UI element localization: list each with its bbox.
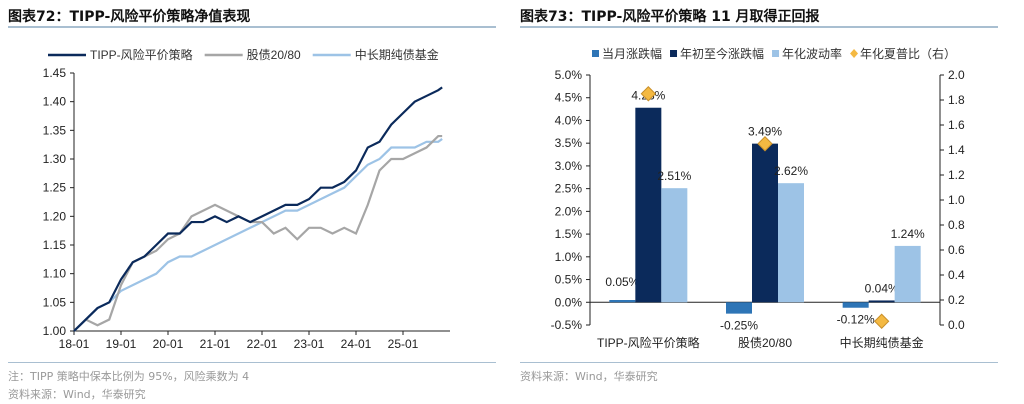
data-label: 0.04% [865, 281, 899, 295]
legend-swatch [772, 50, 780, 57]
y2-tick-label: 0.0 [948, 318, 965, 332]
data-label: 0.05% [605, 275, 639, 289]
bar-2 [778, 183, 804, 303]
y-tick-label: 1.25 [43, 181, 67, 195]
source: 资料来源：Wind，华泰研究 [520, 370, 658, 383]
y2-tick-label: 0.6 [948, 243, 965, 257]
divider [520, 26, 998, 28]
data-label: -0.12% [837, 313, 875, 327]
data-label: 3.49% [748, 125, 782, 139]
series-line-2 [73, 138, 443, 332]
bar-0 [842, 302, 869, 308]
bar-1 [752, 143, 778, 303]
x-tick-label: 23-01 [294, 337, 325, 351]
y-tick-label: 0.0% [555, 295, 583, 309]
category-label: 股债20/80 [738, 336, 792, 350]
y-tick-label: 2.0% [555, 204, 583, 218]
x-tick-label: 18-01 [59, 337, 90, 351]
y-tick-label: 5.0% [555, 68, 583, 82]
sharpe-marker [873, 313, 890, 329]
legend-label: 年化波动率 [782, 46, 842, 61]
x-tick-label: 24-01 [341, 337, 372, 351]
bar-0 [726, 302, 752, 314]
y-tick-label: 1.20 [43, 209, 67, 223]
legend-swatch [670, 50, 678, 57]
y2-tick-label: 0.4 [948, 268, 965, 282]
bar-2 [661, 188, 688, 303]
y-tick-label: 1.10 [43, 267, 67, 281]
y-tick-label: 1.45 [43, 66, 67, 80]
sharpe-marker [640, 86, 657, 102]
y-tick-label: -0.5% [551, 318, 583, 332]
category-label: 中长期纯债基金 [840, 335, 924, 350]
y-tick-label: 1.0% [555, 250, 583, 264]
data-label: 2.62% [774, 164, 808, 178]
y-tick-label: 3.5% [555, 136, 583, 150]
legend-label: 股债20/80 [247, 48, 301, 62]
y-tick-label: 0.5% [555, 273, 583, 287]
y2-tick-label: 1.2 [948, 168, 965, 182]
bar-1 [868, 300, 895, 303]
series-line-0 [73, 86, 443, 332]
y2-tick-label: 1.4 [948, 143, 965, 157]
bar-0 [609, 300, 636, 303]
legend-label: 年化夏普比（右） [860, 46, 956, 61]
y-tick-label: 1.40 [43, 95, 67, 109]
source: 资料来源：Wind，华泰研究 [8, 388, 146, 401]
left-chart-title: 图表72：TIPP-风险平价策略净值表现 [8, 9, 251, 25]
bar-1 [635, 107, 662, 303]
note: 注：TIPP 策略中保本比例为 95%，风险乘数为 4 [8, 370, 250, 383]
y2-tick-label: 1.6 [948, 118, 965, 132]
data-label: -0.25% [720, 319, 758, 333]
legend-swatch [850, 49, 859, 58]
divider [8, 26, 496, 28]
data-label: 1.24% [891, 227, 925, 241]
divider [8, 362, 496, 363]
sharpe-marker [757, 136, 773, 152]
legend-swatch [592, 50, 599, 57]
x-tick-label: 20-01 [153, 337, 184, 351]
legend-label: TIPP-风险平价策略 [90, 47, 193, 62]
y-tick-label: 1.5% [555, 227, 583, 241]
series-line-1 [73, 134, 443, 332]
y-tick-label: 1.00 [43, 324, 67, 338]
y-tick-label: 1.05 [43, 295, 67, 309]
y2-tick-label: 0.8 [948, 218, 965, 232]
y-tick-label: 4.0% [555, 113, 583, 127]
y-tick-label: 1.30 [43, 152, 67, 166]
y-tick-label: 1.15 [43, 238, 67, 252]
y2-tick-label: 1.8 [948, 93, 965, 107]
legend-label: 当月涨跌幅 [602, 46, 662, 61]
y-tick-label: 1.35 [43, 123, 67, 137]
y-tick-label: 3.0% [555, 159, 583, 173]
y2-tick-label: 0.2 [948, 293, 965, 307]
x-tick-label: 19-01 [106, 337, 137, 351]
x-tick-label: 25-01 [388, 337, 419, 351]
y-tick-label: 2.5% [555, 182, 583, 196]
x-tick-label: 22-01 [247, 337, 278, 351]
divider [520, 362, 998, 363]
category-label: TIPP-风险平价策略 [597, 335, 700, 350]
y2-tick-label: 2.0 [948, 68, 965, 82]
y-tick-label: 4.5% [555, 91, 583, 105]
x-tick-label: 21-01 [200, 337, 231, 351]
bar-2 [894, 245, 921, 303]
y2-tick-label: 1.0 [948, 193, 965, 207]
legend-label: 中长期纯债基金 [355, 47, 439, 62]
data-label: 2.51% [657, 169, 691, 183]
legend-label: 年初至今涨跌幅 [680, 46, 764, 61]
right-chart-title: 图表73：TIPP-风险平价策略 11 月取得正回报 [520, 9, 820, 25]
